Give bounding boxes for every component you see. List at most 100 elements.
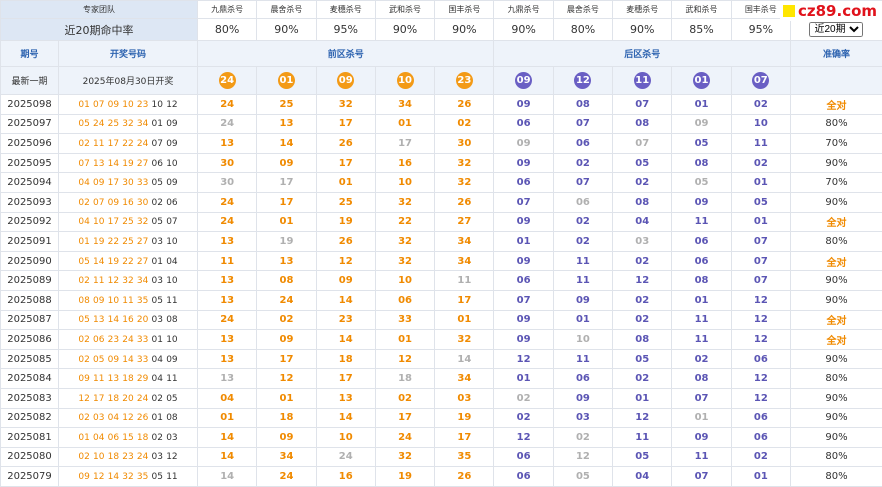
front-kill: 27 [434,211,495,233]
row: 2025081 01 04 06 15 18 02 03 14 09 10 24 17 12 0… [0,427,882,448]
draw-numbers: 02 11 17 22 24 07 09 [58,133,198,154]
cell: 23 [434,66,495,95]
back-kill: 11 [552,348,614,370]
back-kill: 02 [552,427,614,448]
accuracy: 90% [789,152,882,174]
front-kill: 17 [256,191,317,213]
back-draw: 02 [151,393,163,404]
front-kill: 14 [196,466,258,487]
draw-numbers: 05 14 19 22 27 01 04 [58,250,198,272]
issue: 2025092 [0,211,59,233]
front-draw: 14 [122,354,134,365]
front-draw: 05 [78,256,90,267]
front-kill: 09 [256,329,317,350]
front-kill: 34 [434,231,495,252]
front-ball: 09 [337,72,355,89]
front-kill: 34 [434,368,495,389]
front-kill: 06 [374,289,436,311]
accuracy: 全对 [789,250,882,272]
back-draw: 09 [166,178,178,189]
front-kill: 30 [196,152,258,174]
back-kill: 06 [671,250,732,272]
front-kill: 26 [315,133,376,154]
back-kill: 08 [612,113,673,135]
accuracy: 全对 [789,94,882,115]
issue: 2025096 [0,133,59,154]
front-draw: 04 [107,413,120,424]
front-kill: 09 [256,152,317,174]
front-draw: 02 [78,197,90,208]
front-draw: 25 [107,119,120,130]
back-kill: 01 [730,172,791,193]
back-draw: 08 [166,413,178,424]
back-kill: 09 [493,309,554,331]
back-ball: 09 [515,72,533,89]
issue: 2025091 [0,231,59,252]
front-kill: 17 [256,172,317,193]
front-draw: 10 [122,99,134,110]
front-kill: 24 [196,191,258,213]
row: 2025083 12 17 18 20 24 02 05 04 01 13 02 03 02 0… [0,387,882,409]
front-kill: 13 [196,329,258,350]
back-kill: 02 [552,231,614,252]
issue: 2025079 [0,466,59,487]
back-kill: 06 [493,172,554,193]
back-kill: 04 [612,466,673,487]
front-draw: 05 [78,315,90,326]
back-kill: 02 [493,407,554,429]
back-kill: 06 [730,348,791,370]
front-draw: 05 [92,354,105,365]
row: 2025090 05 14 19 22 27 01 04 11 13 12 32 34 09 1… [0,250,882,272]
front-kill: 13 [196,133,258,154]
front-kill: 14 [315,329,376,350]
accuracy: 全对 [789,329,882,350]
back-draw: 01 [151,119,163,130]
front-kill: 17 [434,289,495,311]
front-kill: 17 [315,368,376,389]
front-draw: 25 [122,236,134,247]
expert-name: 武和杀号 [374,0,436,19]
cell: 24 [196,66,258,95]
front-kill: 14 [315,407,376,429]
row: 2025087 05 13 14 16 20 03 08 24 02 23 33 01 09 0… [0,309,882,331]
back-kill: 06 [493,270,554,291]
back-kill: 07 [493,289,554,311]
accuracy: 90% [789,387,882,409]
front-kill: 24 [256,289,317,311]
back-kill: 09 [493,152,554,174]
back-kill: 02 [612,289,673,311]
front-draw: 14 [107,472,120,483]
back-kill: 08 [671,368,732,389]
draw-numbers: 02 10 18 23 24 03 12 [58,446,198,468]
row: 2025096 02 11 17 22 24 07 09 13 14 26 17 30 09 0… [0,133,882,154]
front-draw: 23 [136,99,149,110]
front-kill: 12 [374,348,436,370]
back-kill: 05 [671,133,732,154]
front-draw: 33 [136,178,149,189]
col-front: 前区杀号 [196,40,495,67]
back-kill: 03 [552,407,614,429]
accuracy: 80% [789,446,882,468]
draw-numbers: 01 04 06 15 18 02 03 [58,427,198,448]
back-kill: 11 [730,133,791,154]
back-kill: 09 [493,133,554,154]
back-kill: 07 [671,387,732,409]
back-kill: 02 [612,250,673,272]
accuracy: 80% [789,466,882,487]
issue: 2025086 [0,329,59,350]
front-draw: 12 [92,472,105,483]
hit-rate: 90% [256,18,317,41]
back-draw: 01 [151,256,163,267]
front-kill: 34 [374,94,436,115]
front-draw: 33 [136,354,149,365]
back-draw: 05 [151,178,163,189]
cell: 09 [493,66,554,95]
front-kill: 34 [434,250,495,272]
front-draw: 09 [78,472,90,483]
row: 2025084 09 11 13 18 29 04 11 13 12 17 18 34 01 0… [0,368,882,389]
issue: 2025089 [0,270,59,291]
back-kill: 06 [493,113,554,135]
issue: 2025084 [0,368,59,389]
period-select[interactable]: 近20期 [809,22,864,37]
front-kill: 01 [434,309,495,331]
